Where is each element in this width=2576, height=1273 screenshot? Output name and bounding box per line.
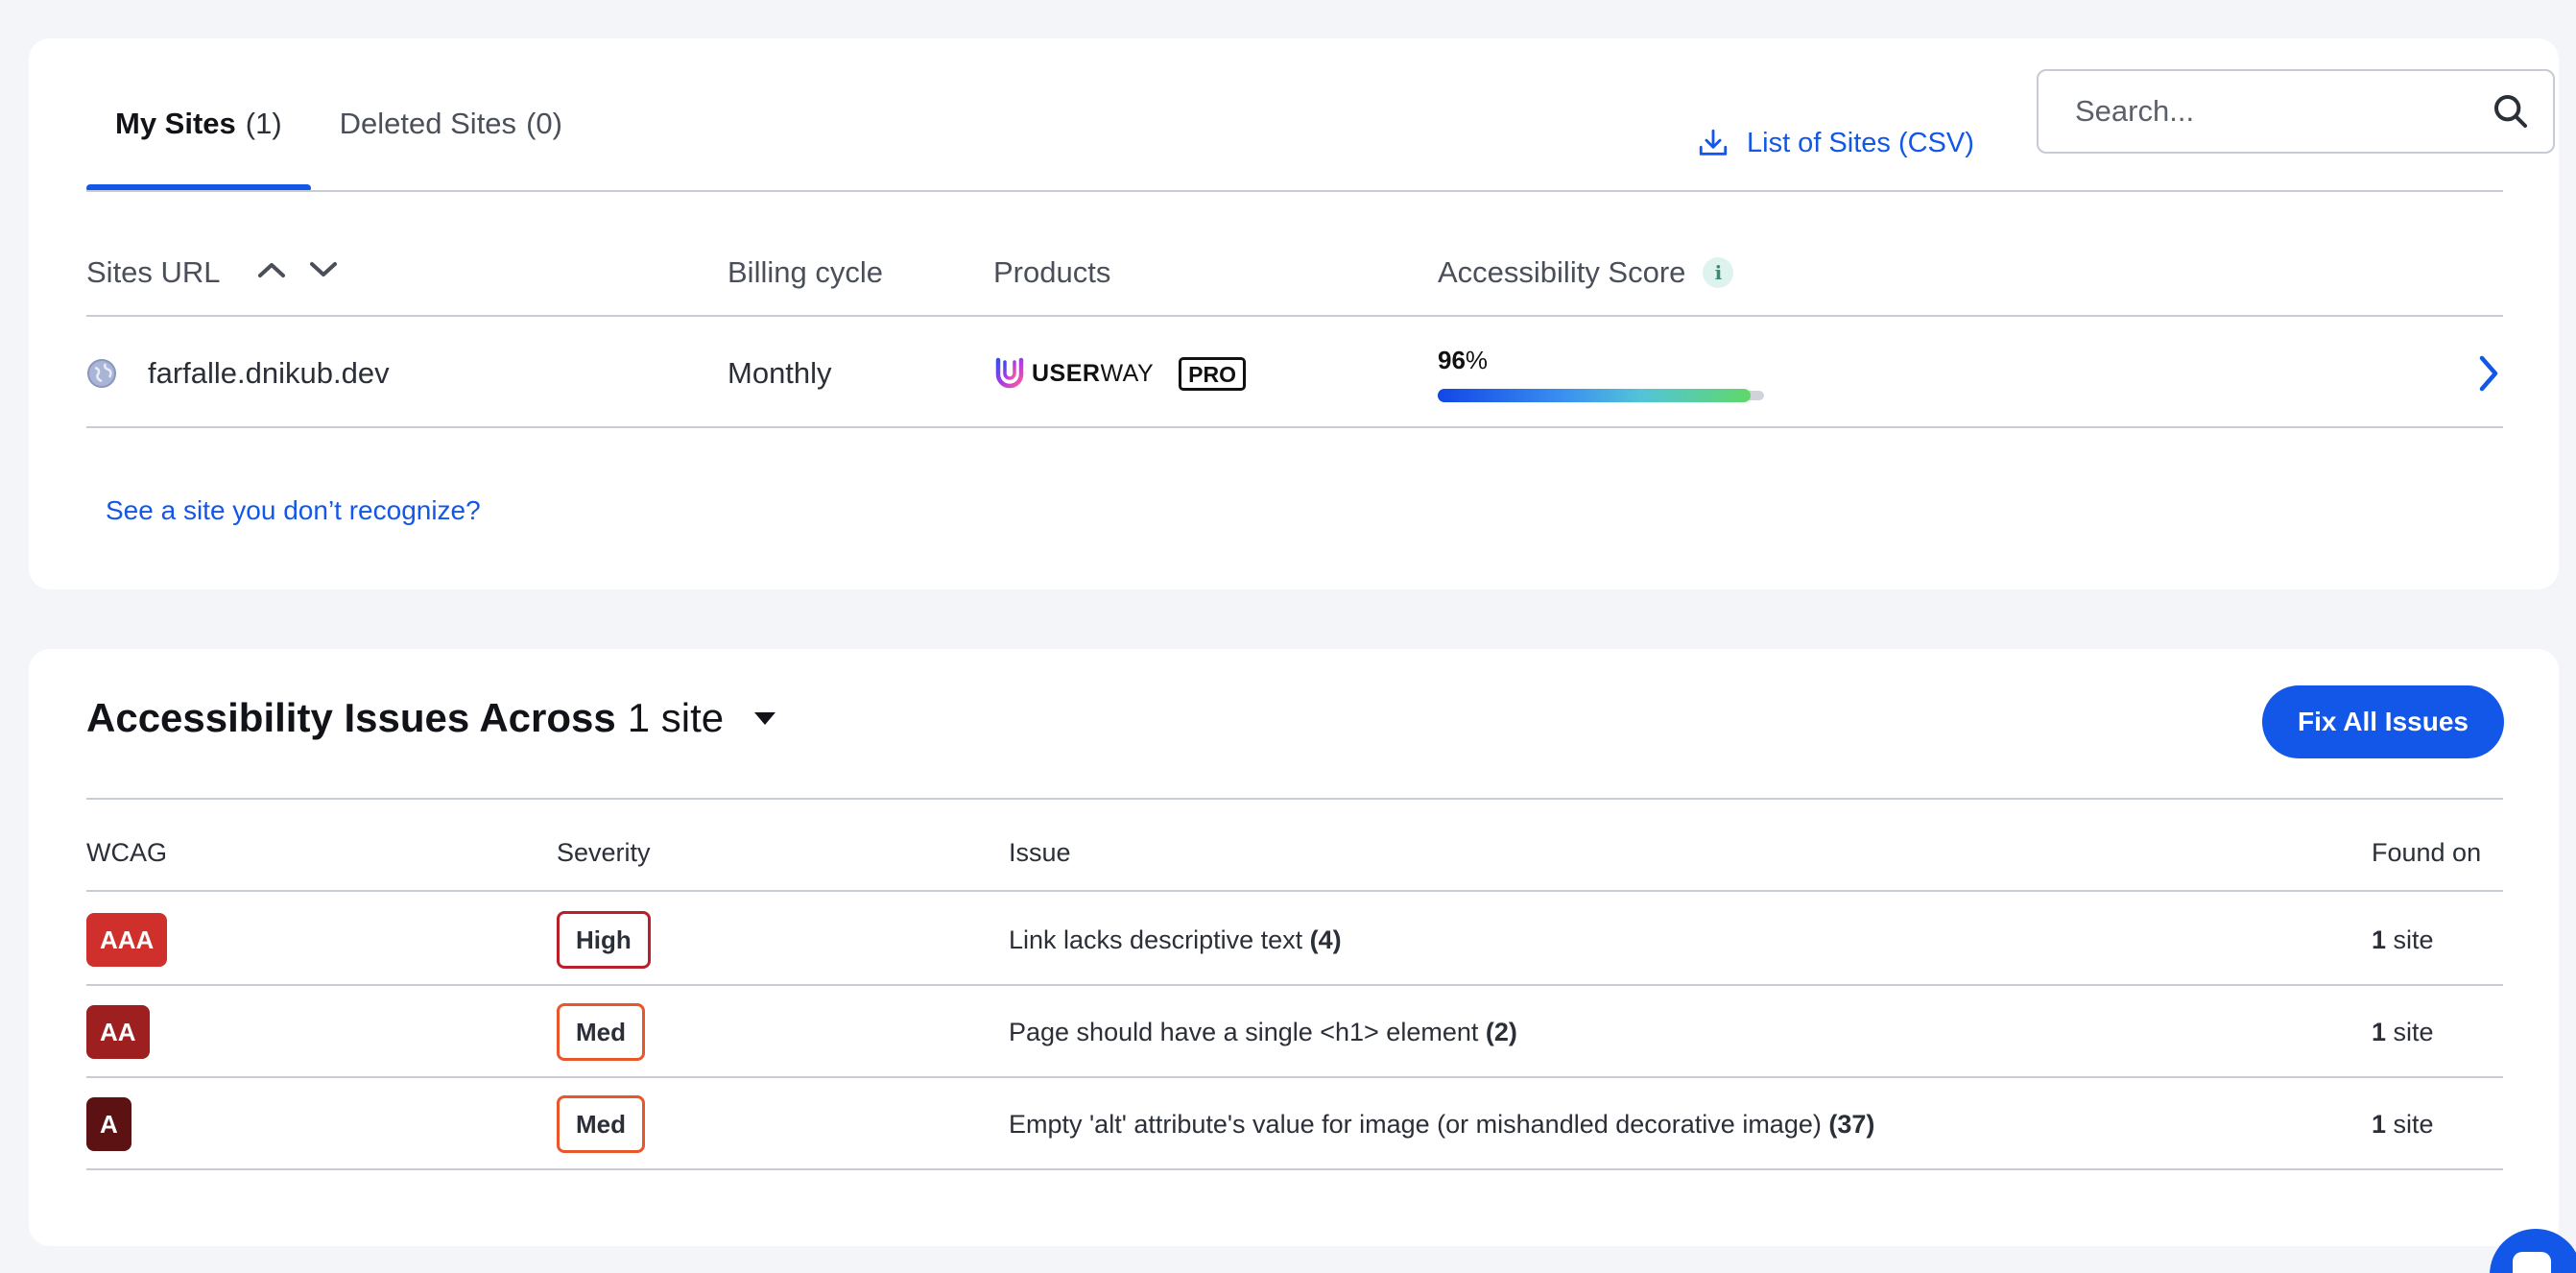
- issue-count: (2): [1485, 1017, 1517, 1046]
- tab-deleted-sites-label: Deleted Sites: [339, 107, 517, 140]
- header-products: Products: [993, 255, 1111, 289]
- sort-descending-icon[interactable]: [307, 258, 340, 281]
- header-sites-url: Sites URL: [86, 255, 340, 290]
- score-progress-fill: [1438, 389, 1752, 402]
- wcag-level-badge: AA: [86, 1005, 150, 1059]
- chevron-right-icon[interactable]: [2474, 353, 2503, 394]
- issues-site-count: 1 site: [627, 695, 725, 740]
- tab-my-sites-label: My Sites: [115, 107, 236, 140]
- fix-all-issues-button[interactable]: Fix All Issues: [2262, 685, 2504, 758]
- header-sites-url-label: Sites URL: [86, 255, 221, 289]
- userway-wordmark: USERWAY: [1032, 360, 1154, 388]
- info-icon[interactable]: i: [1703, 257, 1734, 288]
- userway-wordmark-bold: USER: [1032, 359, 1101, 387]
- sort-controls: [255, 258, 340, 281]
- issues-title-label: Accessibility Issues Across: [86, 695, 616, 740]
- search-input[interactable]: [2075, 94, 2492, 129]
- tabs-divider: [86, 190, 2503, 192]
- download-csv-label: List of Sites (CSV): [1747, 127, 1974, 158]
- found-count: 1: [2372, 1109, 2387, 1139]
- severity-badge: Med: [557, 1003, 645, 1061]
- site-tabs: My Sites (1) Deleted Sites (0): [86, 38, 591, 192]
- found-unit: site: [2393, 1109, 2434, 1139]
- found-unit: site: [2393, 1017, 2434, 1046]
- wcag-level-badge: AAA: [86, 913, 168, 967]
- found-count: 1: [2372, 925, 2387, 954]
- score-number: 96: [1438, 346, 1466, 374]
- issue-description[interactable]: Link lacks descriptive text (4): [1009, 894, 1342, 986]
- issue-text: Link lacks descriptive text: [1009, 925, 1303, 954]
- found-count: 1: [2372, 1017, 2387, 1046]
- site-url[interactable]: farfalle.dnikub.dev: [148, 356, 390, 390]
- pro-badge: PRO: [1179, 356, 1246, 391]
- severity-badge: Med: [557, 1095, 645, 1153]
- header-accessibility-score: Accessibility Score i: [1438, 255, 1734, 290]
- issue-count: (4): [1309, 925, 1342, 954]
- header-found-on: Found on: [2372, 838, 2482, 867]
- search-box[interactable]: [2037, 69, 2555, 154]
- site-products: USERWAY PRO: [993, 319, 1246, 428]
- userway-wordmark-light: WAY: [1100, 359, 1155, 387]
- header-accessibility-score-label: Accessibility Score: [1438, 255, 1686, 289]
- header-issue: Issue: [1009, 838, 1071, 867]
- tab-deleted-sites-count: (0): [526, 107, 562, 140]
- site-row[interactable]: farfalle.dnikub.dev Monthly USERWAY PRO …: [86, 319, 2503, 428]
- issue-text: Empty 'alt' attribute's value for image …: [1009, 1109, 1822, 1139]
- issues-card: Accessibility Issues Across 1 site Fix A…: [29, 649, 2559, 1246]
- tab-my-sites-count: (1): [245, 107, 282, 140]
- issues-divider: [86, 798, 2503, 800]
- userway-u-icon: [995, 357, 1024, 389]
- globe-icon: [87, 359, 116, 388]
- sites-table-header: Sites URL Billing cycle Products Accessi…: [86, 230, 2503, 317]
- found-on: 1 site: [2372, 894, 2434, 986]
- issues-table-header: WCAG Severity Issue Found on: [86, 800, 2503, 892]
- issue-row[interactable]: AA Med Page should have a single <h1> el…: [86, 986, 2503, 1078]
- header-severity: Severity: [557, 838, 651, 867]
- site-url-cell: farfalle.dnikub.dev: [86, 319, 390, 428]
- userway-product: USERWAY PRO: [993, 356, 1246, 391]
- found-unit: site: [2393, 925, 2434, 954]
- issue-row[interactable]: A Med Empty 'alt' attribute's value for …: [86, 1078, 2503, 1170]
- caret-down-icon[interactable]: [752, 709, 777, 727]
- issues-title: Accessibility Issues Across 1 site: [86, 695, 777, 741]
- found-on: 1 site: [2372, 1078, 2434, 1170]
- wcag-level-badge: A: [86, 1097, 131, 1151]
- search-icon[interactable]: [2492, 92, 2530, 131]
- score-unit: %: [1465, 346, 1489, 374]
- accessibility-score: 96%: [1438, 346, 1764, 402]
- chat-icon: [2513, 1252, 2551, 1273]
- issue-text: Page should have a single <h1> element: [1009, 1017, 1479, 1046]
- tab-my-sites[interactable]: My Sites (1): [86, 38, 311, 192]
- header-wcag: WCAG: [86, 838, 167, 867]
- download-csv-link[interactable]: List of Sites (CSV): [1697, 127, 1974, 159]
- issue-description[interactable]: Empty 'alt' attribute's value for image …: [1009, 1078, 1874, 1170]
- issue-row[interactable]: AAA High Link lacks descriptive text (4)…: [86, 894, 2503, 986]
- issue-count: (37): [1828, 1109, 1875, 1139]
- unrecognized-site-link[interactable]: See a site you don’t recognize?: [106, 495, 481, 525]
- issue-description[interactable]: Page should have a single <h1> element (…: [1009, 986, 1517, 1078]
- severity-badge: High: [557, 911, 651, 969]
- found-on: 1 site: [2372, 986, 2434, 1078]
- userway-logo: USERWAY: [993, 357, 1154, 390]
- tab-deleted-sites[interactable]: Deleted Sites (0): [311, 38, 591, 190]
- score-value: 96%: [1438, 346, 1764, 375]
- site-billing-cycle: Monthly: [727, 356, 832, 390]
- sort-ascending-icon[interactable]: [255, 258, 288, 281]
- download-icon: [1699, 129, 1728, 156]
- header-billing-cycle: Billing cycle: [727, 255, 883, 289]
- sites-card: My Sites (1) Deleted Sites (0) List of S…: [29, 38, 2559, 589]
- score-progress-bar: [1438, 389, 1764, 402]
